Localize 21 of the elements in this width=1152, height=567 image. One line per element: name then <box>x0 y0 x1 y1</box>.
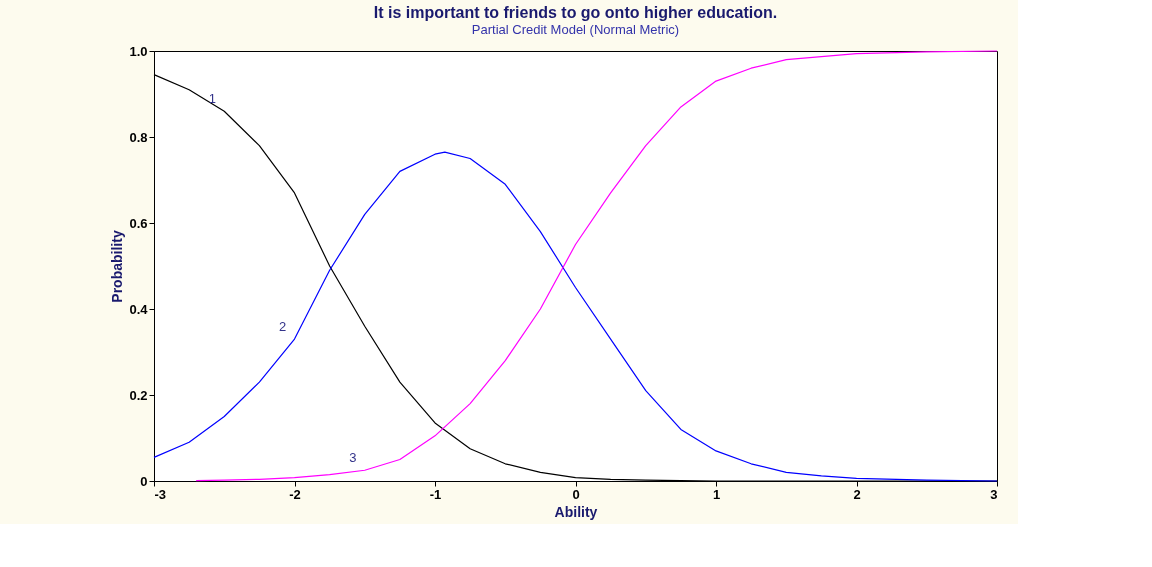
x-tick-label: 3 <box>990 486 998 502</box>
annotation: 2 <box>278 319 287 335</box>
y-tick-label: 0.8 <box>129 129 148 145</box>
x-tick-label: -1 <box>429 486 442 502</box>
y-tick-label: 1.0 <box>129 43 148 59</box>
x-tick-label: 1 <box>712 486 721 502</box>
line-series <box>153 151 998 482</box>
annotation: 3 <box>349 450 357 466</box>
x-tick-label: 0 <box>572 486 580 502</box>
x-axis-title: Ability <box>554 503 598 520</box>
y-axis-title: Probability <box>109 230 126 303</box>
y-tick-label: 0 <box>140 473 148 489</box>
x-tick-label: -3 <box>154 486 167 502</box>
y-tick-label: 0.6 <box>129 215 148 231</box>
x-tick-label: 2 <box>853 486 861 502</box>
chart-title: It is important to friends to go onto higher education. <box>373 4 778 21</box>
y-tick-label: 0.2 <box>129 387 148 403</box>
annotation: 1 <box>208 91 216 107</box>
y-tick-label: 0.4 <box>129 301 149 317</box>
x-tick-label: -2 <box>289 486 301 502</box>
chart-subtitle: Partial Credit Model (Normal Metric) <box>471 22 680 37</box>
